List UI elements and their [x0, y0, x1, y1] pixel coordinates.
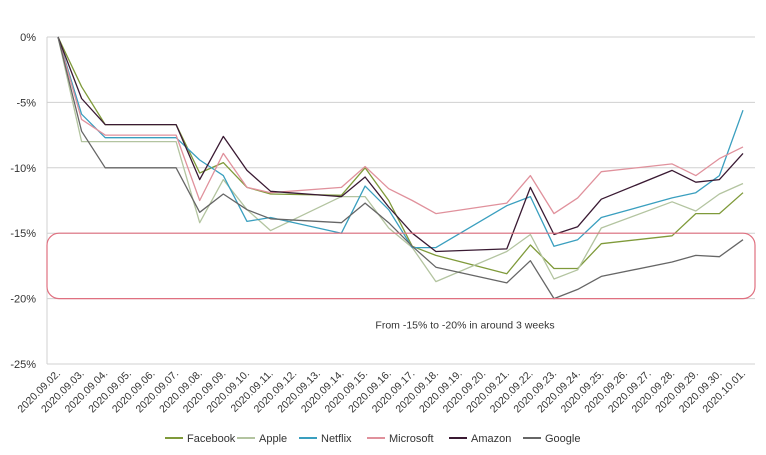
legend-label: Microsoft [389, 433, 434, 445]
legend-label: Amazon [471, 433, 511, 445]
legend-label: Apple [259, 433, 287, 445]
legend-item-google: Google [523, 433, 580, 445]
y-tick-label: 0% [20, 32, 36, 44]
y-tick-label: -10% [10, 163, 36, 175]
series-line-amazon [57, 36, 744, 253]
y-axis-ticks: 0% -5% -10% -15% -20% -25% [10, 32, 36, 371]
annotation: From -15% to -20% in around 3 weeks [46, 232, 756, 332]
legend-item-apple: Apple [237, 433, 287, 445]
legend-item-netflix: Netflix [299, 433, 352, 445]
legend: Facebook Apple Netflix Microsoft Amazon Googl… [165, 433, 580, 445]
series-line-netflix [57, 36, 744, 249]
legend-item-facebook: Facebook [165, 433, 236, 445]
gridlines [46, 36, 755, 365]
series-line-google [57, 36, 744, 300]
legend-item-amazon: Amazon [449, 433, 511, 445]
legend-label: Netflix [321, 433, 352, 445]
legend-item-microsoft: Microsoft [367, 433, 434, 445]
x-axis-ticks: 2020.09.02.2020.09.03.2020.09.04.2020.09… [15, 368, 748, 416]
annotation-box [46, 232, 756, 300]
y-tick-label: -25% [10, 359, 36, 371]
y-tick-label: -5% [16, 97, 36, 109]
legend-label: Facebook [187, 433, 236, 445]
y-tick-label: -20% [10, 294, 36, 306]
legend-label: Google [545, 433, 580, 445]
series-lines [57, 36, 744, 300]
annotation-text: From -15% to -20% in around 3 weeks [375, 320, 554, 332]
series-line-apple [57, 36, 744, 283]
y-tick-label: -15% [10, 228, 36, 240]
series-line-microsoft [57, 36, 744, 215]
